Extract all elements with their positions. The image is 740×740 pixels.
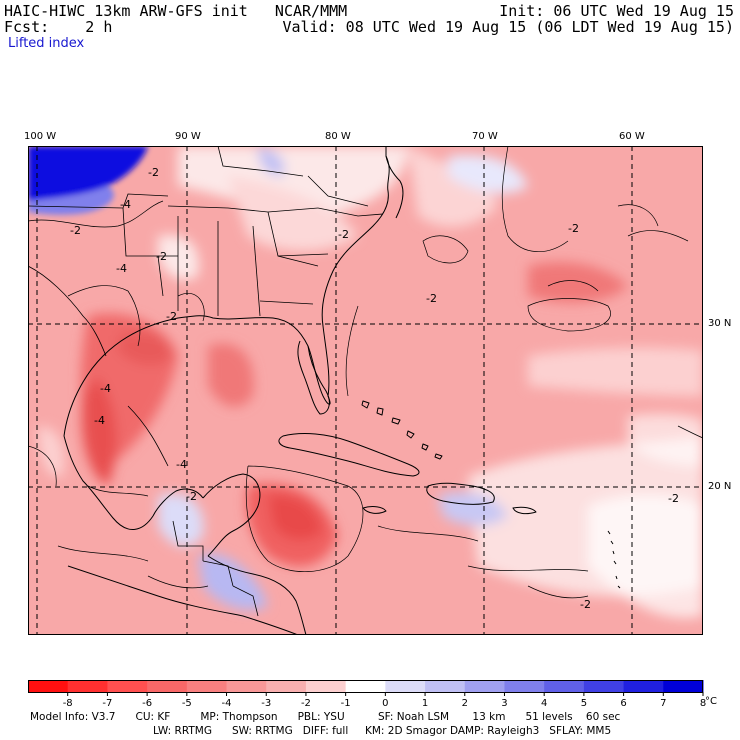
contour-label: -2 (148, 166, 159, 179)
contour-label: -4 (94, 414, 105, 427)
colorbar-tick-label: 6 (620, 698, 626, 709)
contour-label: -2 (338, 228, 349, 241)
contour-label: -4 (120, 198, 131, 211)
colorbar-tick-label: -1 (341, 698, 351, 709)
contour-label: -2 (426, 292, 437, 305)
contour-label: -4 (176, 458, 187, 471)
contour-label: -2 (568, 222, 579, 235)
colorbar-swatch (28, 680, 69, 692)
colorbar-tick-label: -6 (142, 698, 152, 709)
colorbar-tick-label: -2 (301, 698, 311, 709)
field-name: Lifted index (8, 36, 85, 51)
lat-label-30n: 30 N (708, 318, 732, 329)
lon-label-60w: 60 W (619, 131, 645, 142)
contour-label: -4 (116, 262, 127, 275)
contour-label: -2 (156, 250, 167, 263)
colorbar-tick-label: 8 (700, 698, 706, 709)
colorbar-tick-label: 4 (541, 698, 547, 709)
init-time: Init: 06 UTC Wed 19 Aug 15 (499, 2, 734, 20)
colorbar-tick-label: 7 (660, 698, 666, 709)
valid-time: Valid: 08 UTC Wed 19 Aug 15 (06 LDT Wed … (282, 18, 734, 36)
contour-label: -2 (70, 224, 81, 237)
lon-label-80w: 80 W (325, 131, 351, 142)
colorbar-swatch (186, 680, 228, 692)
colorbar-tick-label: -5 (182, 698, 192, 709)
model-title: HAIC-HIWC 13km ARW-GFS init NCAR/MMM (4, 2, 348, 20)
colorbar-swatch (147, 680, 188, 692)
colorbar-tick-label: 2 (462, 698, 468, 709)
lifted-index-map: -2 -2 -4 -2 -4 -2 -2 -2 -2 -2 -4 -4 -4 -… (28, 146, 703, 635)
coastlines (63, 146, 621, 635)
colorbar-swatch (425, 680, 466, 692)
colorbar-tick-label: 3 (501, 698, 507, 709)
forecast-hour: Fcst: 2 h (4, 18, 113, 36)
colorbar-swatch (385, 680, 426, 692)
colorbar-tick-label: -4 (222, 698, 232, 709)
colorbar-swatch (663, 680, 704, 692)
colorbar: -8 -7 -6 -5 -4 -3 -2 -1 0 1 2 3 4 5 6 7 8°C (28, 680, 717, 709)
colorbar-tick-label: -8 (63, 698, 73, 709)
colorbar-swatch (305, 680, 347, 692)
colorbar-unit: °C (705, 696, 717, 707)
colorbar-swatch (67, 680, 108, 692)
colorbar-swatch (266, 680, 307, 692)
colorbar-tick-label: 0 (382, 698, 388, 709)
lon-label-70w: 70 W (472, 131, 498, 142)
colorbar-tick-label: -3 (261, 698, 271, 709)
colorbar-border (28, 680, 703, 693)
lon-label-90w: 90 W (175, 131, 201, 142)
contour-label: -2 (186, 490, 197, 503)
colorbar-swatch (583, 680, 625, 692)
colorbar-tick-label: -7 (102, 698, 112, 709)
contour-label: -4 (100, 382, 111, 395)
lat-lon-grid (28, 146, 703, 635)
colorbar-swatch (504, 680, 545, 692)
colorbar-tick-label: 5 (581, 698, 587, 709)
colorbar-swatch (226, 680, 267, 692)
contour-label-group: -2 -2 -4 -2 -4 -2 -2 -2 -2 -2 -4 -4 -4 -… (70, 166, 679, 611)
contour-label: -2 (668, 492, 679, 505)
contour-label: -2 (580, 598, 591, 611)
colorbar-swatch (345, 680, 386, 692)
colorbar-tick-label: 1 (422, 698, 428, 709)
colorbar-swatch (544, 680, 585, 692)
model-info-line2: LW: RRTMG SW: RRTMG DIFF: full KM: 2D Sm… (153, 725, 612, 737)
contour-label: -2 (166, 310, 177, 323)
colorbar-swatch (623, 680, 664, 692)
colorbar-swatch (464, 680, 505, 692)
political-borders (28, 146, 384, 617)
colorbar-swatch (107, 680, 148, 692)
contour-lines (28, 146, 703, 599)
lon-label-100w: 100 W (24, 131, 57, 142)
field-shading (38, 146, 703, 618)
lat-label-20n: 20 N (708, 481, 732, 492)
model-info-line1: Model Info: V3.7 CU: KF MP: Thompson PBL… (30, 711, 621, 723)
